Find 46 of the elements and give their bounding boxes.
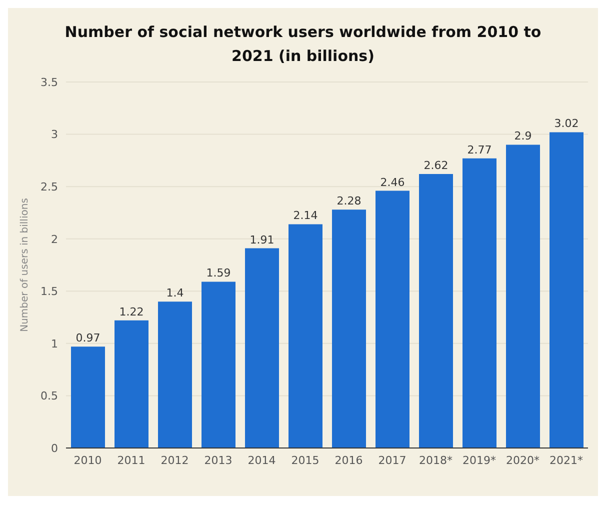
x-tick-label: 2013 — [204, 454, 232, 467]
x-tick-label: 2015 — [291, 454, 320, 467]
x-tick-label: 2014 — [248, 454, 276, 467]
bar — [419, 174, 453, 448]
x-tick-label: 2017 — [378, 454, 406, 467]
data-label: 0.97 — [76, 332, 100, 345]
y-axis-title: Number of users in billions — [20, 198, 31, 332]
data-label: 1.22 — [119, 305, 144, 318]
bar — [158, 302, 192, 448]
x-tick-label: 2010 — [74, 454, 102, 467]
y-tick-label: 1.5 — [40, 285, 58, 298]
y-tick-label: 0.5 — [40, 390, 58, 403]
x-tick-label: 2011 — [117, 454, 146, 467]
x-tick-label: 2018* — [419, 454, 453, 467]
data-label: 1.4 — [166, 286, 184, 300]
x-tick-label: 2021* — [550, 454, 584, 467]
chart-title: Number of social network users worldwide from 2010 to 2021 (in billions) — [64, 22, 542, 67]
x-tick-label: 2019* — [462, 454, 496, 467]
x-tick-label: 2020* — [506, 454, 540, 467]
y-tick-label: 2.5 — [40, 180, 58, 194]
y-tick-label: 1 — [51, 337, 58, 350]
y-tick-label: 3 — [51, 128, 58, 142]
y-tick-label: 3.5 — [40, 76, 58, 89]
data-label: 2.28 — [336, 194, 362, 208]
bar — [202, 282, 236, 448]
data-label: 3.02 — [554, 117, 579, 130]
y-tick-label: 2 — [51, 232, 58, 246]
data-label: 2.9 — [514, 130, 532, 143]
x-tick-label: 2016 — [334, 454, 363, 467]
data-label: 2.46 — [380, 176, 405, 189]
bar — [114, 320, 148, 448]
bar — [332, 210, 366, 448]
data-label: 2.77 — [467, 143, 492, 156]
x-tick-label: 2012 — [160, 454, 189, 467]
bar — [245, 248, 279, 448]
bar — [376, 190, 410, 448]
data-label: 1.59 — [206, 266, 231, 280]
data-label: 1.91 — [250, 233, 274, 246]
bar — [550, 132, 584, 448]
data-label: 2.14 — [293, 209, 318, 222]
bar — [71, 346, 105, 448]
bar — [506, 144, 540, 448]
bar — [462, 158, 496, 448]
y-tick-label: 0 — [51, 442, 58, 455]
data-label: 2.62 — [424, 159, 448, 172]
bar — [288, 224, 322, 448]
